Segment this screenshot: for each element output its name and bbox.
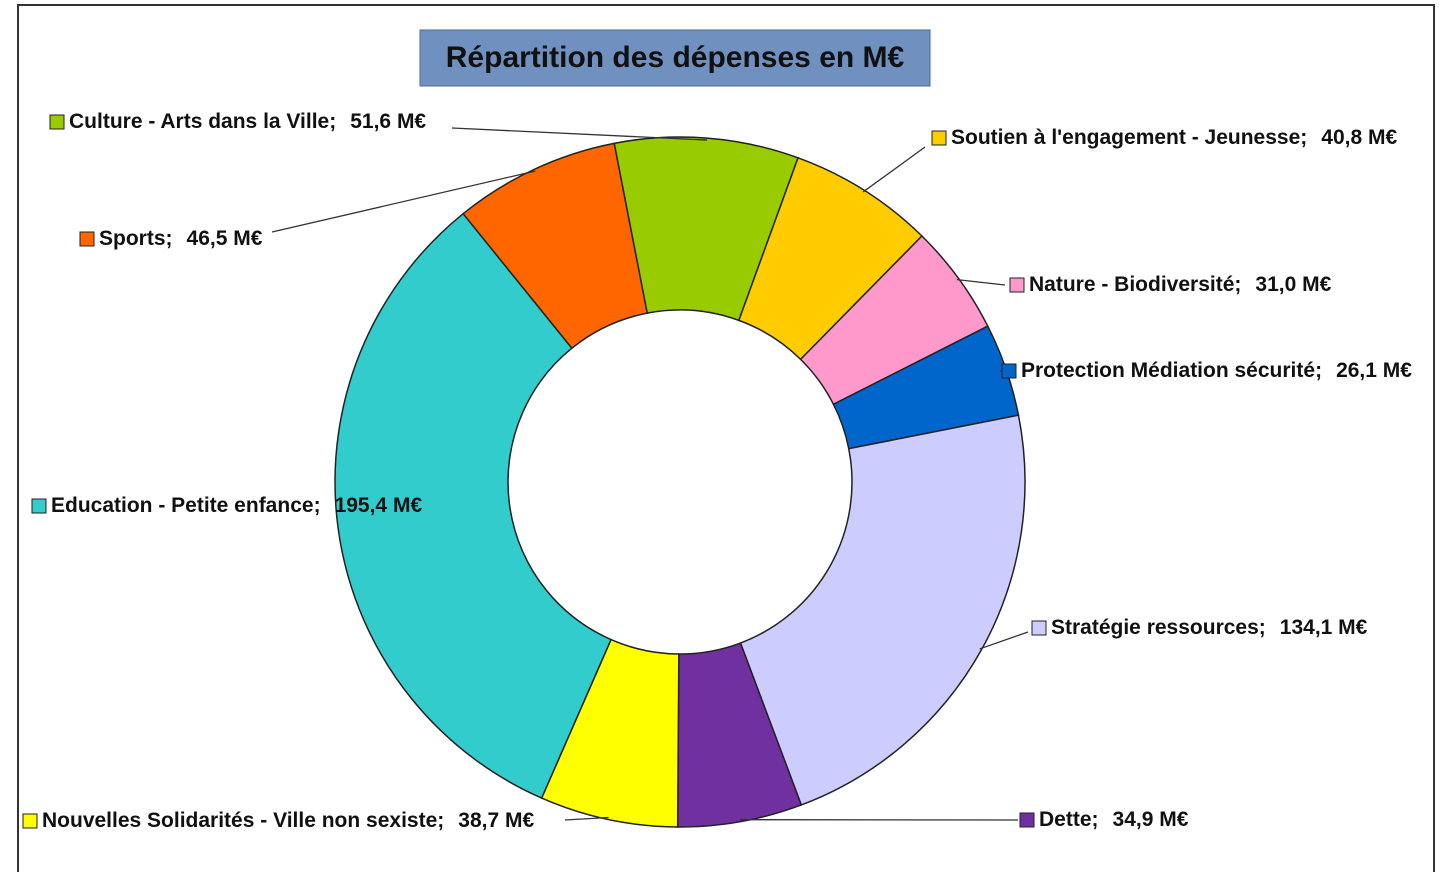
category-label: Nature - Biodiversité bbox=[1029, 273, 1234, 296]
slice-label: Education - Petite enfance; 195,4 M€ bbox=[51, 494, 422, 517]
slice-label: Culture - Arts dans la Ville; 51,6 M€ bbox=[69, 110, 426, 133]
label-separator: ; bbox=[1300, 126, 1307, 149]
value-label: 40,8 M€ bbox=[1321, 126, 1397, 149]
category-label: Dette bbox=[1039, 808, 1092, 831]
slice-label: Nature - Biodiversité; 31,0 M€ bbox=[1029, 273, 1332, 296]
donut-slice bbox=[334, 212, 613, 800]
slice-label: Nouvelles Solidarités - Ville non sexist… bbox=[42, 809, 534, 832]
title-box bbox=[419, 29, 931, 87]
leader-line bbox=[956, 278, 1006, 286]
leader-line bbox=[564, 816, 609, 821]
legend-swatch bbox=[1031, 620, 1047, 636]
label-separator: ; bbox=[437, 809, 444, 832]
legend-swatch bbox=[1019, 812, 1035, 828]
value-label: 134,1 M€ bbox=[1280, 616, 1368, 639]
value-label: 34,9 M€ bbox=[1113, 808, 1189, 831]
legend-swatch bbox=[22, 813, 38, 829]
category-label: Culture - Arts dans la Ville bbox=[69, 110, 329, 133]
label-separator: ; bbox=[1315, 359, 1322, 382]
value-label: 195,4 M€ bbox=[335, 494, 423, 517]
slice-label: Protection Médiation sécurité; 26,1 M€ bbox=[1021, 359, 1412, 382]
slice-label: Sports; 46,5 M€ bbox=[99, 227, 263, 250]
category-label: Nouvelles Solidarités - Ville non sexist… bbox=[42, 809, 437, 832]
donut-slice bbox=[462, 142, 649, 350]
donut-slice bbox=[739, 414, 1026, 806]
legend-swatch bbox=[79, 231, 95, 247]
slice-label: Soutien à l'engagement - Jeunesse; 40,8 M… bbox=[951, 126, 1397, 149]
category-label: Soutien à l'engagement - Jeunesse bbox=[951, 126, 1300, 149]
value-label: 46,5 M€ bbox=[187, 227, 263, 250]
value-label: 26,1 M€ bbox=[1336, 359, 1412, 382]
label-separator: ; bbox=[329, 110, 336, 133]
legend-swatch bbox=[31, 498, 47, 514]
category-label: Education - Petite enfance bbox=[51, 494, 314, 517]
category-label: Protection Médiation sécurité bbox=[1021, 359, 1315, 382]
legend-swatch bbox=[931, 130, 947, 146]
value-label: 51,6 M€ bbox=[350, 110, 426, 133]
label-separator: ; bbox=[1234, 273, 1241, 296]
value-label: 38,7 M€ bbox=[458, 809, 534, 832]
category-label: Stratégie ressources bbox=[1051, 616, 1259, 639]
label-separator: ; bbox=[166, 227, 173, 250]
legend-swatch bbox=[1001, 363, 1017, 379]
legend-swatch bbox=[1009, 277, 1025, 293]
leader-line bbox=[271, 170, 536, 233]
leader-line bbox=[862, 146, 926, 193]
slice-label: Stratégie ressources; 134,1 M€ bbox=[1051, 616, 1368, 639]
value-label: 31,0 M€ bbox=[1255, 273, 1331, 296]
label-separator: ; bbox=[1092, 808, 1099, 831]
category-label: Sports bbox=[99, 227, 166, 250]
label-separator: ; bbox=[1259, 616, 1266, 639]
slice-label: Dette; 34,9 M€ bbox=[1039, 808, 1189, 831]
leader-line bbox=[979, 631, 1029, 650]
chart-title: Répartition des dépenses en M€ bbox=[446, 41, 905, 74]
leader-line bbox=[451, 127, 707, 141]
label-separator: ; bbox=[314, 494, 321, 517]
legend-swatch bbox=[49, 114, 65, 130]
